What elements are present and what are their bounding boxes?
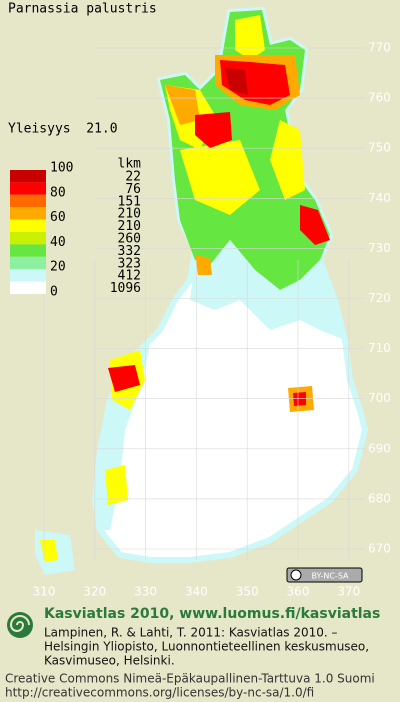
y-coordinate-label: 720 <box>368 291 391 305</box>
legend-swatch <box>10 194 46 208</box>
legend-swatch <box>10 207 46 220</box>
legend-count: 210 <box>118 219 141 234</box>
y-coordinate-label: 700 <box>368 391 391 405</box>
legend-count: 76 <box>125 182 141 197</box>
y-coordinate-label: 760 <box>368 91 391 105</box>
legend-count: 260 <box>118 232 141 247</box>
license-line: Creative Commons Nimeä-Epäkaupallinen-Ta… <box>5 672 375 686</box>
logo <box>7 612 33 638</box>
x-coordinate-label: 340 <box>185 585 208 599</box>
map-grid <box>43 47 365 560</box>
license-badge-text: BY-NC-SA <box>311 572 349 581</box>
legend-count: 1096 <box>110 281 141 296</box>
y-coordinate-label: 710 <box>368 341 391 355</box>
legend-swatch <box>10 281 46 294</box>
legend-count: 412 <box>118 269 141 284</box>
map-zone-cyan <box>190 240 345 340</box>
y-coordinate-label: 770 <box>368 41 391 55</box>
y-coordinate-label: 670 <box>368 542 391 556</box>
legend-count: 151 <box>118 194 141 209</box>
y-coordinate-label: 690 <box>368 441 391 455</box>
map-zone-red <box>195 112 232 148</box>
map-zone-orange <box>195 255 212 275</box>
legend-count: 332 <box>118 244 141 259</box>
y-coordinate-label: 730 <box>368 241 391 255</box>
y-coordinate-label: 750 <box>368 141 391 155</box>
legend-scale-label: 40 <box>50 235 66 250</box>
legend-scale-label: 20 <box>50 260 66 275</box>
legend-scale-label: 80 <box>50 185 66 200</box>
map-zone-yellow <box>235 15 265 60</box>
map-zone-red <box>300 205 330 245</box>
map-zone-darkred <box>225 68 248 95</box>
legend-scale-label: 60 <box>50 210 66 225</box>
legend-swatch <box>10 219 46 232</box>
legend-swatch <box>10 244 46 257</box>
legend-swatch <box>10 182 46 195</box>
map-aland <box>40 540 58 562</box>
map-zone-yellow <box>105 465 128 505</box>
legend-count: 22 <box>125 170 141 185</box>
x-coordinate-label: 360 <box>287 585 310 599</box>
x-coordinate-label: 350 <box>236 585 259 599</box>
citation-line: Helsingin Yliopisto, Luonnontieteellinen… <box>44 640 369 654</box>
license-line: http://creativecommons.org/licenses/by-n… <box>5 686 314 700</box>
legend-swatch <box>10 256 46 270</box>
x-coordinate-label: 370 <box>337 585 360 599</box>
legend-scale-label: 100 <box>50 161 73 176</box>
map-zone-yellow <box>180 140 260 215</box>
legend-count: 210 <box>118 207 141 222</box>
map-zone-yellow <box>270 120 305 200</box>
legend-swatch <box>10 269 46 282</box>
map <box>35 6 369 575</box>
x-coordinate-label: 330 <box>134 585 157 599</box>
y-coordinate-label: 740 <box>368 191 391 205</box>
license-badge: BY-NC-SA <box>286 567 363 583</box>
y-coordinate-label: 680 <box>368 491 391 505</box>
footer-heading: Kasviatlas 2010, www.luomus.fi/kasviatla… <box>44 606 380 622</box>
legend: 2276151210210260332323412109610080604020… <box>10 161 141 300</box>
species-title: Parnassia palustris <box>8 2 157 17</box>
citation-line: Lampinen, R. & Lahti, T. 2011: Kasviatla… <box>44 626 338 640</box>
legend-scale-label: 0 <box>50 285 58 300</box>
x-coordinate-label: 310 <box>33 585 56 599</box>
legend-swatch <box>10 170 46 183</box>
map-zone-orange <box>165 85 200 125</box>
legend-count: 323 <box>118 256 141 271</box>
legend-swatch <box>10 232 46 245</box>
frequency: Yleisyys 21.0 <box>8 122 118 137</box>
x-coordinate-label: 320 <box>83 585 106 599</box>
citation-line: Kasvimuseo, Helsinki. <box>44 654 175 668</box>
count-header: lkm <box>118 157 142 172</box>
map-zone-red <box>108 365 140 392</box>
